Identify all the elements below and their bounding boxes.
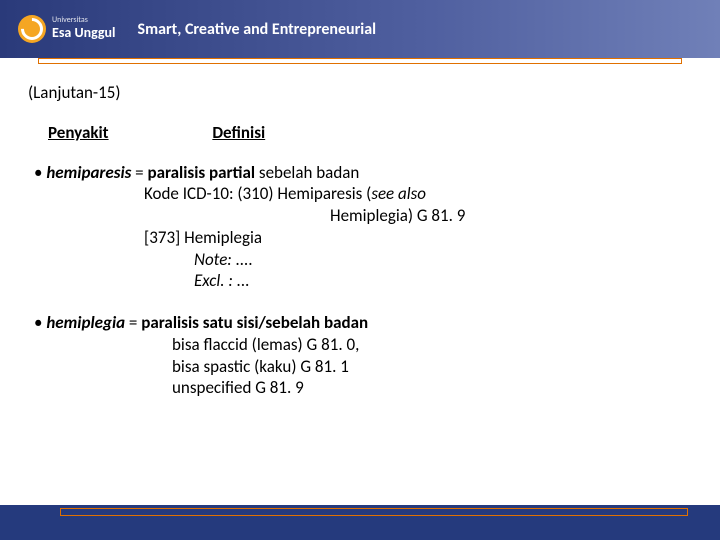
- col-penyakit: Penyakit: [48, 122, 109, 143]
- hemiparesis-line2: Kode ICD-10: (310) Hemiparesis (see also: [144, 183, 692, 205]
- hemiparesis-line1: • hemiparesis = paralisis partial sebela…: [34, 162, 692, 184]
- header-divider: [38, 58, 682, 64]
- hemiparesis-block: • hemiparesis = paralisis partial sebela…: [34, 162, 692, 293]
- university-big: Esa Unggul: [52, 24, 116, 41]
- hemiplegia-term: hemiplegia: [46, 312, 125, 333]
- hemiparesis-line5: Note: ....: [194, 249, 692, 271]
- hemiparesis-def-rest: sebelah badan: [255, 162, 359, 183]
- university-small: Universitas: [52, 16, 116, 25]
- hemiplegia-line3: bisa spastic (kaku) G 81. 1: [172, 356, 692, 378]
- hemiplegia-eq: =: [125, 312, 141, 333]
- logo-text: Universitas Esa Unggul: [52, 16, 116, 41]
- footer-orange-bar: [60, 508, 688, 516]
- hemiplegia-line2: bisa flaccid (lemas) G 81. 0,: [172, 334, 692, 356]
- hemiparesis-def-bold: paralisis partial: [147, 162, 255, 183]
- hemiparesis-line6: Excl. : ...: [194, 270, 692, 292]
- slide-content: (Lanjutan-15) Penyakit Definisi • hemipa…: [28, 82, 692, 399]
- hemiparesis-term: hemiparesis: [46, 162, 131, 183]
- hemiparesis-eq: =: [131, 162, 147, 183]
- slide-header: Universitas Esa Unggul Smart, Creative a…: [0, 0, 720, 58]
- hemiplegia-line1: • hemiplegia = paralisis satu sisi/sebel…: [34, 312, 692, 334]
- tagline: Smart, Creative and Entrepreneurial: [138, 20, 377, 39]
- hemiplegia-line4: unspecified G 81. 9: [172, 377, 692, 399]
- logo-icon: [18, 15, 46, 43]
- hemiparesis-line4: [373] Hemiplegia: [144, 227, 692, 249]
- col-definisi: Definisi: [212, 122, 265, 143]
- hemiplegia-block: • hemiplegia = paralisis satu sisi/sebel…: [34, 312, 692, 399]
- university-logo: Universitas Esa Unggul: [18, 15, 116, 43]
- hemiparesis-line3: Hemiplegia) G 81. 9: [330, 205, 692, 227]
- continuation-label: (Lanjutan-15): [28, 82, 692, 104]
- slide-footer: [0, 505, 720, 540]
- hemiplegia-def-bold: paralisis satu sisi/sebelah badan: [141, 312, 368, 333]
- column-headers: Penyakit Definisi: [48, 122, 692, 144]
